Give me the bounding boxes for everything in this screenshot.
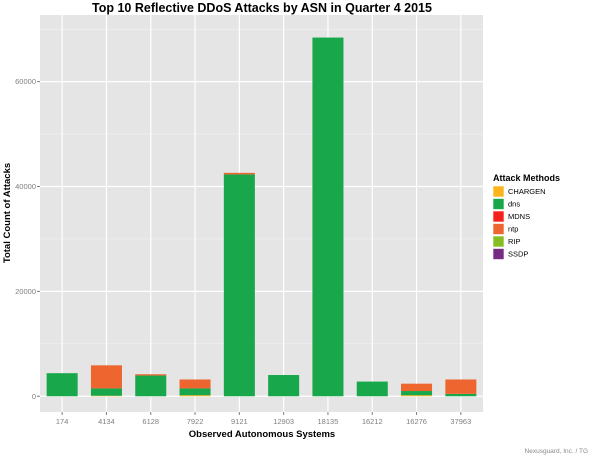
bar-12903-dns — [268, 375, 300, 397]
bar-6128-dns — [135, 375, 167, 397]
x-tick-label: 37963 — [450, 417, 471, 426]
x-tick-label: 16276 — [406, 417, 427, 426]
bar-37963-dns — [445, 393, 477, 397]
x-tick-label: 4134 — [98, 417, 115, 426]
bar-16276-CHARGEN — [401, 395, 433, 397]
bar-16212-dns — [356, 381, 388, 397]
legend-label-SSDP: SSDP — [508, 250, 528, 259]
bar-4134-dns — [90, 388, 122, 396]
legend-title: Attack Methods — [493, 173, 560, 183]
legend-label-MDNS: MDNS — [508, 212, 530, 221]
legend-swatch-ntp — [492, 223, 505, 235]
legend-swatch-dns — [492, 198, 505, 210]
x-tick-label: 174 — [56, 417, 69, 426]
x-tick-label: 16212 — [362, 417, 383, 426]
footer-credit: Nexusguard, Inc. / TG — [525, 448, 588, 455]
bar-4134-ntp — [90, 365, 122, 389]
bar-4134-CHARGEN — [90, 395, 122, 397]
legend-label-ntp: ntp — [508, 225, 518, 234]
legend-swatch-MDNS — [492, 210, 505, 223]
bar-6128-ntp — [135, 374, 167, 376]
y-axis-label: Total Count of Attacks — [2, 163, 13, 263]
bar-16276-ntp — [401, 383, 433, 392]
y-tick-label: 0 — [32, 392, 36, 401]
bar-174-dns — [46, 373, 78, 397]
bar-16276-dns — [401, 391, 433, 396]
legend-label-dns: dns — [508, 200, 520, 209]
y-tick-label: 20000 — [15, 287, 36, 296]
chart-title: Top 10 Reflective DDoS Attacks by ASN in… — [92, 1, 432, 15]
x-tick-label: 12903 — [273, 417, 294, 426]
y-tick-label: 40000 — [15, 182, 36, 191]
legend-label-CHARGEN: CHARGEN — [508, 187, 546, 196]
legend-swatch-RIP — [492, 235, 505, 248]
bar-7922-ntp — [179, 379, 211, 389]
bar-18135-dns — [312, 37, 344, 397]
bar-37963-ntp — [445, 379, 477, 394]
x-tick-label: 6128 — [142, 417, 159, 426]
x-tick-label: 9121 — [231, 417, 248, 426]
bar-7922-CHARGEN — [179, 395, 211, 397]
bar-7922-dns — [179, 388, 211, 396]
x-tick-label: 7922 — [187, 417, 204, 426]
bar-9121-dns — [223, 174, 255, 397]
legend-swatch-CHARGEN — [492, 185, 505, 198]
x-tick-label: 18135 — [318, 417, 339, 426]
x-axis-label: Observed Autonomous Systems — [189, 429, 335, 440]
bar-9121-ntp — [223, 172, 255, 175]
legend-label-RIP: RIP — [508, 237, 521, 246]
legend-swatch-SSDP — [492, 248, 505, 260]
y-tick-label: 60000 — [15, 77, 36, 86]
